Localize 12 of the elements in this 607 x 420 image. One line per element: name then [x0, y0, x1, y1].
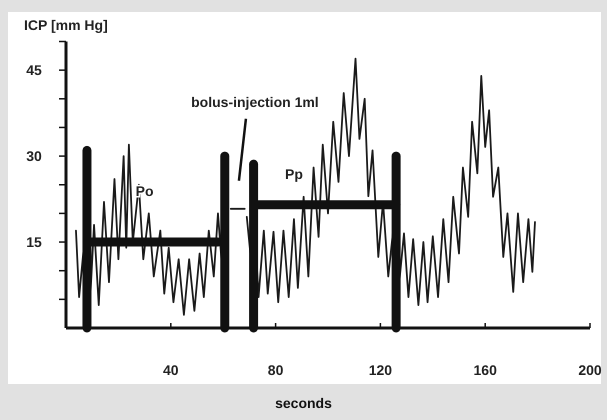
- y-tick-label: 30: [26, 148, 42, 164]
- x-tick-label: 200: [578, 362, 602, 378]
- annotation: Pp: [284, 166, 303, 182]
- x-tick-label: 120: [368, 362, 392, 378]
- x-axis-title: seconds: [275, 395, 332, 411]
- x-tick-label: 160: [474, 362, 498, 378]
- y-axis-title: ICP [mm Hg]: [24, 17, 108, 33]
- annotation: bolus-injection 1ml: [191, 94, 319, 110]
- x-tick-label: 80: [268, 362, 284, 378]
- x-tick-label: 40: [163, 362, 179, 378]
- y-tick-label: 15: [26, 234, 42, 250]
- y-tick-label: 45: [26, 62, 42, 78]
